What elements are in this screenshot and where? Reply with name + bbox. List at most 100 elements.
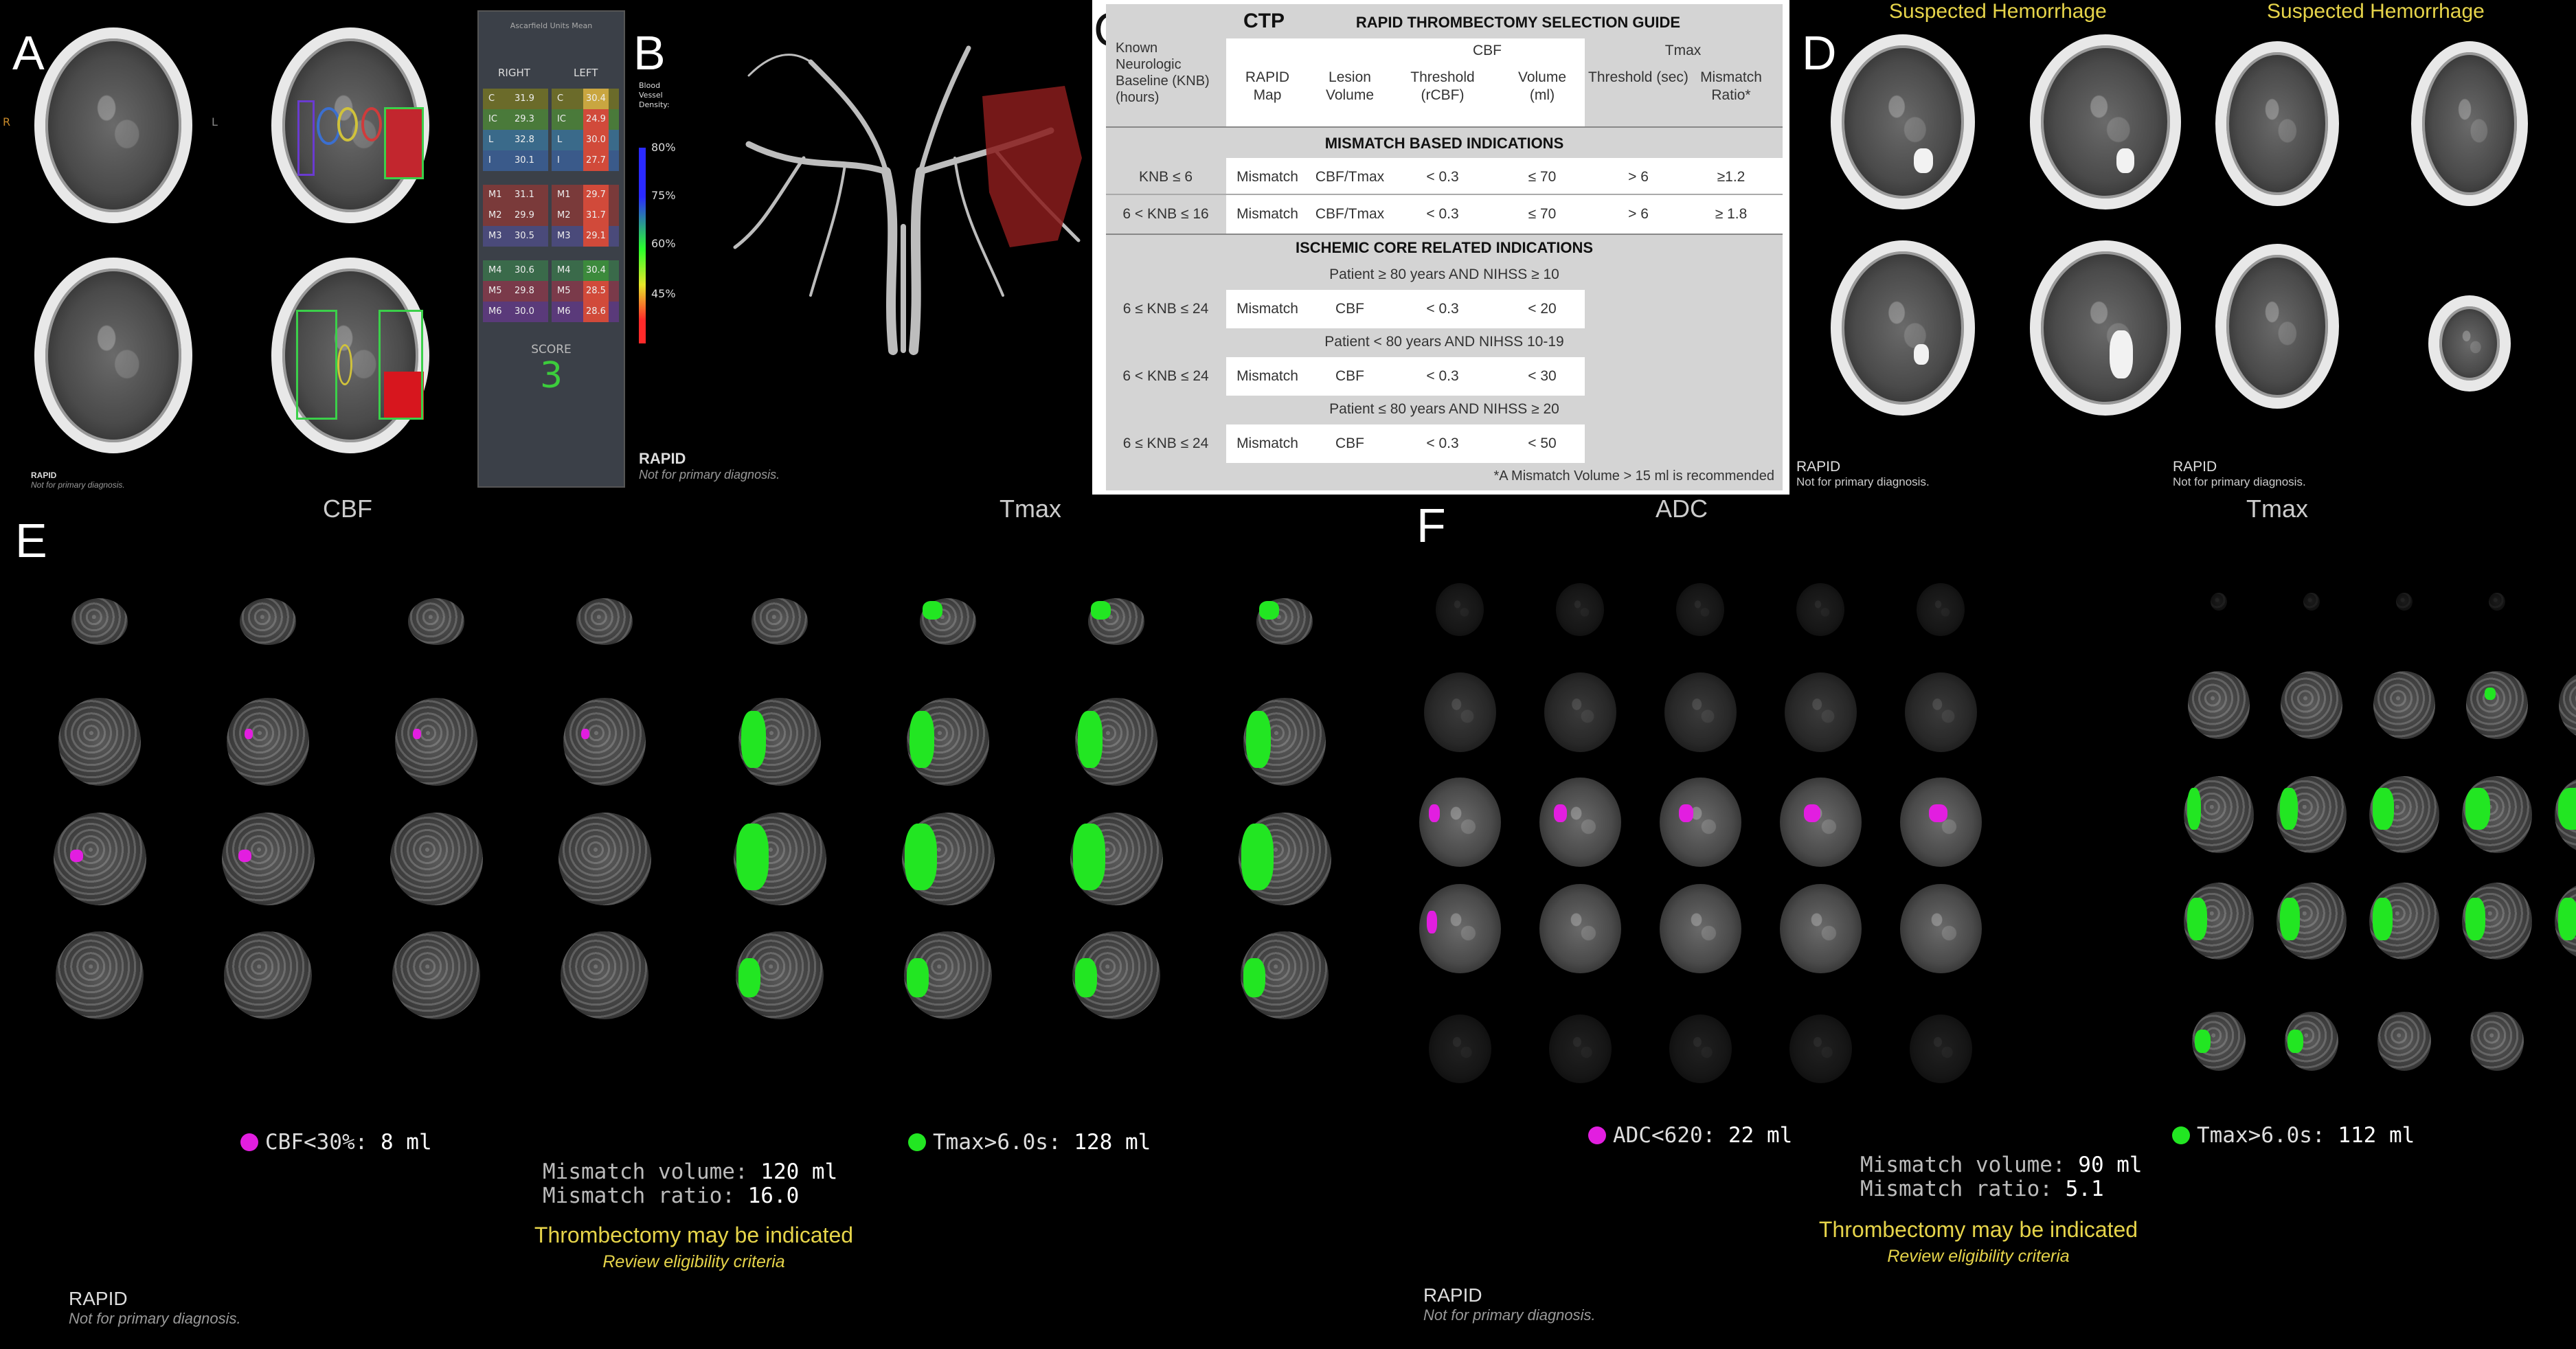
perfusion-slice: [1087, 598, 1145, 645]
tmax-slice: [2369, 882, 2439, 960]
stat-label: Mismatch volume:: [543, 1159, 761, 1184]
tmax-lesion: [1245, 711, 1271, 769]
table-header: Ascarfield Units Mean: [510, 21, 593, 30]
adc-slice: [1669, 1014, 1732, 1084]
region-name: M1: [488, 190, 502, 200]
rapid-watermark: RAPID Not for primary diagnosis.: [639, 450, 780, 482]
tmax-lesion: [2280, 898, 2300, 941]
perfusion-slice: [53, 812, 146, 905]
tmax-slice: [2396, 592, 2413, 611]
hemorrhage-focus: [2116, 148, 2134, 173]
tmax-lesion: [904, 823, 937, 890]
tmax-lesion: [2187, 787, 2202, 830]
region-value: 31.9: [515, 93, 534, 104]
tmax-lesion: [1075, 957, 1097, 997]
table-cell: > 6: [1628, 169, 1649, 185]
region-left-cell: IC 24.9: [552, 109, 619, 130]
adc-slice: [1789, 1014, 1852, 1084]
core-lesion: [1427, 910, 1437, 933]
orientation-left: L: [212, 115, 218, 128]
rapid-text: RAPID: [31, 471, 57, 480]
perfusion-slice: [407, 598, 465, 645]
legend-value: 22 ml: [1728, 1123, 1793, 1148]
adc-slice: [1904, 672, 1977, 752]
stat-value: 90 ml: [2078, 1153, 2143, 1177]
header-ratio: Mismatch Ratio*: [1700, 69, 1762, 104]
panel-e: E CBF Tmax CBF<30%: 8 ml Tmax>6.0s: 128 …: [0, 495, 1401, 1349]
tmax-legend: Tmax>6.0s: 128 ml: [908, 1130, 1151, 1155]
hemorrhage-label: Suspected Hemorrhage: [2267, 0, 2485, 23]
legend-label: Tmax>6.0s:: [2197, 1123, 2338, 1148]
tmax-lesion: [741, 711, 766, 769]
aspects-region-outline: [379, 310, 423, 420]
tmax-slice: [2377, 1012, 2431, 1071]
region-left-cell: M5 28.5: [552, 281, 619, 302]
score-row: M3 30.5 M3 29.1: [483, 226, 620, 247]
perfusion-deficit-region: [982, 86, 1082, 247]
rapid-watermark: RAPID Not for primary diagnosis.: [2173, 459, 2306, 489]
table-footnote: *A Mismatch Volume > 15 ml is recommende…: [1493, 468, 1774, 484]
table-cell: Mismatch: [1236, 368, 1298, 384]
core-lesion: [238, 849, 251, 863]
knb-header: Known Neurologic Baseline (KNB) (hours): [1116, 41, 1210, 105]
table-cell: ≥1.2: [1717, 169, 1745, 185]
perfusion-slice: [904, 931, 992, 1019]
header-cbf: CBF: [1473, 43, 1502, 58]
panel-b: B Blood Vessel Density: 80% 75% 60% 45% …: [632, 0, 1092, 495]
panel-d: D Suspected Hemorrhage Suspected Hemorrh…: [1789, 0, 2576, 495]
table-cell: 6 ≤ KNB ≤ 24: [1122, 301, 1209, 317]
table-cell: Mismatch: [1236, 435, 1298, 451]
mismatch-volume: Mismatch volume: 90 ml: [1860, 1153, 2143, 1177]
region-name: M6: [488, 306, 502, 317]
tmax-lesion: [1241, 823, 1274, 890]
tmax-slice: [2281, 670, 2342, 739]
table-cell: < 50: [1528, 435, 1557, 451]
region-value: 30.6: [515, 265, 534, 275]
table-cell: ≥ 1.8: [1715, 206, 1748, 222]
rapid-text: RAPID: [2173, 459, 2217, 475]
region-name: M6: [557, 306, 571, 317]
header-tmax: Tmax: [1664, 43, 1702, 58]
region-value: 29.9: [515, 210, 534, 220]
core-lesion: [413, 728, 422, 740]
tmax-lesion: [909, 711, 934, 769]
tmax-lesion: [2373, 898, 2393, 941]
table-cell: ≤ 70: [1528, 206, 1557, 222]
ct-slice: [2411, 41, 2528, 206]
stat-label: Mismatch volume:: [1860, 1153, 2079, 1177]
score-row: M1 31.1 M1 29.7: [483, 185, 620, 205]
tmax-slice: [2184, 775, 2254, 854]
tmax-slice: [2188, 670, 2250, 739]
region-right-cell: M6 30.0: [483, 302, 548, 322]
region-right-cell: M1 31.1: [483, 185, 548, 205]
score-row: IC 29.3 IC 24.9: [483, 109, 620, 130]
tmax-dot: [2172, 1126, 2190, 1144]
table-cell: CBF: [1335, 301, 1364, 317]
density-colorbar: [639, 148, 646, 343]
table-cell: < 0.3: [1426, 169, 1459, 185]
perfusion-slice: [1072, 931, 1160, 1019]
perfusion-slice: [563, 698, 646, 786]
hemorrhage-label: Suspected Hemorrhage: [1889, 0, 2107, 23]
legend-title: Blood Vessel Density:: [639, 81, 670, 109]
adc-legend: ADC<620: 22 ml: [1588, 1123, 1792, 1148]
perfusion-slice: [1070, 812, 1163, 905]
region-name: L: [557, 135, 563, 145]
panel-a: A R L RAPID Not for primary diagnosis. A…: [0, 0, 632, 495]
panel-a-label: A: [12, 26, 45, 80]
perfusion-slice: [389, 812, 483, 905]
legend-label: CBF<30%:: [265, 1130, 381, 1155]
header-threshold-sec: Threshold (sec): [1588, 69, 1688, 85]
colorbar-tick: 45%: [651, 287, 676, 300]
region-name: I: [488, 155, 491, 166]
region-name: M4: [557, 265, 571, 275]
adc-slice: [1544, 672, 1616, 752]
rapid-watermark: RAPID Not for primary diagnosis.: [1423, 1284, 1596, 1324]
perfusion-slice: [58, 698, 141, 786]
col-right-header: RIGHT: [498, 67, 530, 79]
tmax-lesion: [1072, 823, 1105, 890]
tmax-lesion: [2465, 787, 2490, 830]
tmax-title: Tmax: [999, 495, 1061, 523]
region-name: C: [557, 93, 564, 104]
core-dot: [240, 1133, 258, 1151]
